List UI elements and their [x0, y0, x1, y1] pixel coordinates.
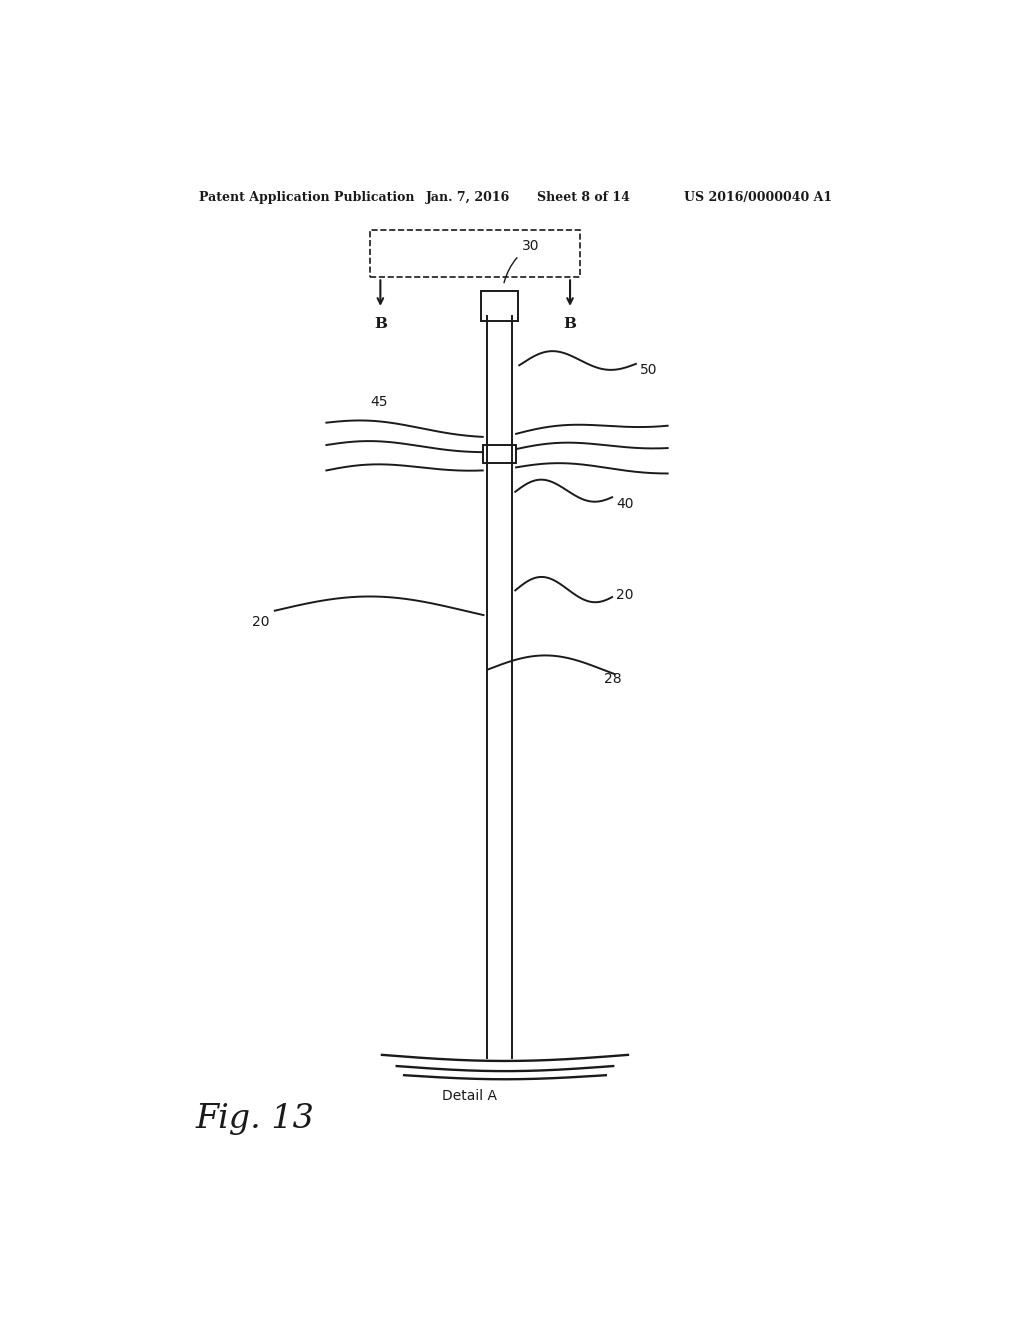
Text: B: B: [563, 317, 577, 331]
Text: B: B: [374, 317, 387, 331]
Text: 40: 40: [616, 496, 634, 511]
Text: Sheet 8 of 14: Sheet 8 of 14: [537, 190, 630, 203]
Text: 28: 28: [604, 672, 622, 686]
Text: 20: 20: [616, 589, 634, 602]
Text: 50: 50: [640, 363, 657, 376]
Bar: [370, 230, 581, 277]
Text: Detail A: Detail A: [441, 1089, 497, 1102]
Text: US 2016/0000040 A1: US 2016/0000040 A1: [684, 190, 831, 203]
Bar: [482, 445, 516, 463]
Text: 30: 30: [504, 239, 539, 282]
Text: 45: 45: [370, 395, 387, 409]
Bar: [481, 290, 518, 321]
Text: 20: 20: [252, 615, 269, 628]
Text: Jan. 7, 2016: Jan. 7, 2016: [426, 190, 510, 203]
Text: Patent Application Publication: Patent Application Publication: [200, 190, 415, 203]
Text: Fig. 13: Fig. 13: [196, 1104, 314, 1135]
